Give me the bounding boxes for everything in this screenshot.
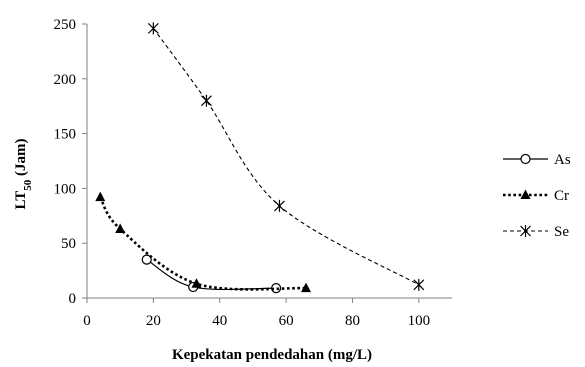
y-tick-label: 200 xyxy=(54,72,77,88)
series-se-point xyxy=(147,22,159,35)
x-tick-label: 20 xyxy=(146,313,161,329)
series-cr-point xyxy=(191,278,202,288)
y-tick-label: 50 xyxy=(61,236,76,252)
x-axis-title: Kepekatan pendedahan (mg/L) xyxy=(172,347,372,363)
legend-as-label: As xyxy=(554,152,571,168)
y-tick-label: 100 xyxy=(54,181,77,197)
legend-se: Se xyxy=(503,224,569,240)
legend-cr-label: Cr xyxy=(554,188,569,204)
x-tick-label: 60 xyxy=(279,313,294,329)
legend: As Cr Se xyxy=(503,152,571,240)
y-axis-title-unit: (Jam) xyxy=(13,139,29,180)
x-tick-label: 100 xyxy=(408,313,431,329)
x-tick-label: 0 xyxy=(83,313,91,329)
y-tick-label: 250 xyxy=(54,17,77,33)
series-se-line xyxy=(152,28,420,286)
legend-cr-point xyxy=(520,189,531,199)
y-axis-title-main: LT xyxy=(13,191,29,210)
series-se xyxy=(147,22,425,291)
axes: 0 50 100 150 200 250 0 20 40 60 80 100 xyxy=(54,17,452,329)
series-cr-point xyxy=(115,223,126,233)
series-cr-point xyxy=(95,191,106,202)
series-layer xyxy=(95,22,425,294)
x-tick-label: 40 xyxy=(212,313,227,329)
legend-se-label: Se xyxy=(554,224,569,240)
y-tick-label: 0 xyxy=(69,291,77,307)
x-tick-label: 80 xyxy=(345,313,360,329)
series-as-point xyxy=(141,254,152,265)
legend-cr: Cr xyxy=(503,188,569,204)
series-as-line xyxy=(146,259,277,291)
series-se-point xyxy=(274,199,285,212)
legend-se-point xyxy=(520,225,531,237)
series-cr xyxy=(95,191,311,293)
series-se-point xyxy=(201,94,212,107)
series-cr-line xyxy=(99,196,307,291)
legend-as-point xyxy=(520,153,531,165)
series-cr-point xyxy=(301,282,311,293)
y-tick-label: 150 xyxy=(54,127,77,143)
y-axis-title-sub: 50 xyxy=(22,179,34,191)
series-se-point xyxy=(413,278,425,291)
y-axis-title: LT50 (Jam) xyxy=(13,139,34,210)
legend-as: As xyxy=(503,152,571,168)
